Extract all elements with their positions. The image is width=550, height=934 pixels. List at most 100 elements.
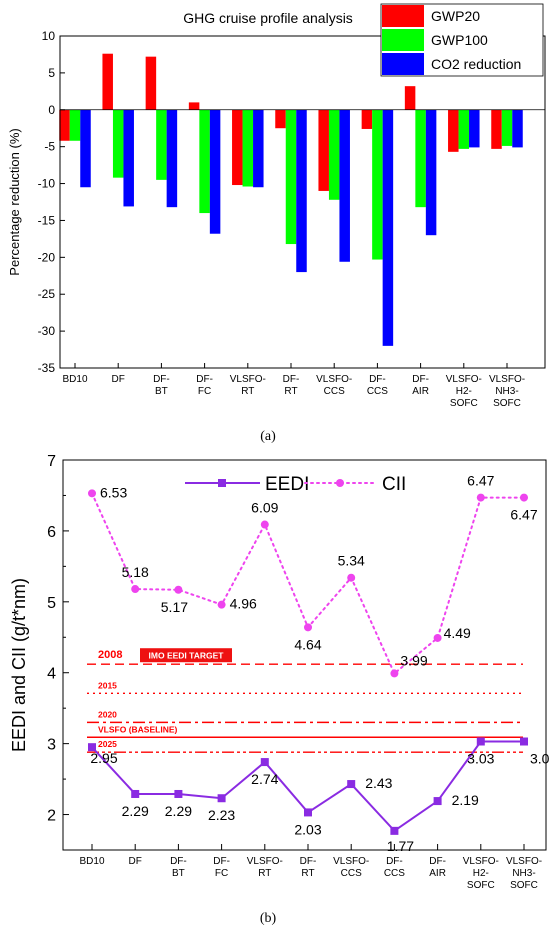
bar-co2-reduction-df-air [425,109,437,236]
chart-a-x-tick-label: DF- [412,374,429,385]
chart-b-x-tick-label: DF- [213,856,230,867]
bar-gwp100-bd10 [69,109,81,141]
data-label-cii-7: 3.99 [400,652,427,668]
chart-b-x-tick-label: BD10 [79,856,104,867]
marker-eedi-10 [520,737,528,746]
chart-a-y-tick-label: -15 [38,213,56,227]
chart-a-frame [59,35,546,369]
chart-b-x-tick-label: CCS [384,868,405,879]
caption-b: (b) [260,911,277,926]
chart-a-y-tick-label: -35 [38,361,56,375]
chart-b-legend: EEDI CII [185,474,406,495]
bar-co2-reduction-df-ccs [382,109,394,346]
marker-eedi-4 [260,758,269,767]
chart-b-x-tick-label: VLSFO- [506,856,542,867]
chart-b-x-tick-label: FC [215,868,228,879]
annotation-text: IMO EEDI TARGET [149,651,225,661]
legend-label-gwp100: GWP100 [431,32,488,48]
chart-b-frame [62,459,547,851]
bar-gwp100-vlsfo-rt [242,109,254,187]
legend-swatch-gwp100 [382,29,424,51]
chart-b-y-tick-label: 5 [47,595,56,612]
chart-a-x-tick-label: BT [155,386,168,397]
chart-a-x-tick-label: FC [198,386,211,397]
data-label-cii-3: 4.96 [230,596,257,612]
bar-gwp20-bd10 [59,109,70,141]
marker-cii-9 [476,493,485,502]
bar-gwp100-df-fc [199,109,210,214]
reference-line-label-2020: 2020 [98,709,117,719]
data-label-eedi-4: 2.74 [251,771,278,787]
chart-b-x-tick-label: VLSFO- [333,856,369,867]
chart-b-reference-lines: 2008 2015 2020 VLSFO (BASELINE) 2025 IMO EEDI… [87,648,523,753]
marker-eedi-5 [304,808,312,817]
chart-a-x-tick-label: DF- [196,374,213,385]
chart-b-x-tick-label: NH3- [512,868,535,879]
chart-a-y-tick-label: -25 [38,287,56,301]
data-label-eedi-3: 2.23 [208,807,235,823]
bar-gwp100-df [112,109,124,178]
data-label-cii-4: 6.09 [251,500,278,516]
legend-swatch-gwp20 [382,5,424,27]
marker-cii-8 [433,633,442,642]
data-label-cii-0: 6.53 [100,484,127,500]
marker-cii-5 [304,623,312,632]
annotation-box [140,648,232,663]
chart-b-x-tick-label: BT [172,868,185,879]
bar-co2-reduction-vlsfo-rt [253,109,264,188]
chart-b-x-tick-label: SOFC [467,880,495,891]
chart-a-x-tick-label: DF- [153,374,170,385]
bar-gwp100-vlsfo-nh3-sofc [501,109,513,146]
chart-b-x-tick-label: CCS [341,868,362,879]
chart-b-x-tick-label: VLSFO- [463,856,499,867]
chart-a-x-tick-label: NH3- [495,386,518,397]
marker-eedi-6 [347,780,356,789]
reference-line-label-2015: 2015 [98,680,117,690]
chart-b-x-tick-label: VLSFO- [247,856,283,867]
reference-line-label-2008: 2008 [98,649,122,661]
data-label-cii-9: 6.47 [467,473,494,489]
marker-eedi-7 [390,826,399,835]
bar-gwp20-df-air [404,86,416,110]
reference-line-label-vlsfo-baseline: VLSFO (BASELINE) [98,724,178,734]
chart-a-x-tick-label: SOFC [450,398,478,409]
chart-a-y-tick-label: 0 [48,103,55,117]
chart-b-x-tick-label: DF [129,856,142,867]
data-label-eedi-10: 3.03 [530,751,550,767]
data-label-eedi-1: 2.29 [122,803,149,819]
marker-cii-6 [347,573,356,582]
caption-a: (a) [260,429,276,444]
legend-marker-eedi [218,479,226,487]
chart-b-y-tick-label: 7 [47,453,56,470]
chart-a-x-tick-label: VLSFO- [446,374,482,385]
chart-b: EEDI and CII (g/t*nm) 2008 2015 2020 VLSFO … [9,453,550,891]
data-label-cii-5: 4.64 [294,636,321,652]
chart-b-x-tick-label: DF- [386,856,403,867]
bar-co2-reduction-vlsfo-ccs [339,109,350,262]
chart-a-x-tick-label: CCS [324,386,345,397]
chart-a-x-tick-label: SOFC [493,398,521,409]
legend-swatch-co2-reduction [382,53,424,75]
data-label-eedi-0: 2.95 [90,750,117,766]
bar-gwp100-vlsfo-ccs [328,109,340,200]
data-label-eedi-2: 2.29 [165,803,192,819]
bar-co2-reduction-vlsfo-nh3-sofc [512,109,523,148]
reference-line-label-2025: 2025 [98,739,117,749]
chart-b-x-tick-label: DF- [300,856,317,867]
chart-a-x-tick-label: RT [284,386,297,397]
legend-label-eedi: EEDI [265,474,309,495]
marker-cii-7 [390,669,399,678]
chart-b-x-tick-label: DF- [170,856,187,867]
bar-co2-reduction-df-bt [166,109,178,208]
bar-gwp100-vlsfo-h2-sofc [458,109,470,149]
bar-gwp100-df-bt [156,109,167,180]
marker-eedi-3 [217,794,226,803]
data-label-eedi-8: 2.19 [452,792,479,808]
bar-co2-reduction-df-rt [296,109,307,273]
chart-b-x-tick-label: AIR [429,868,446,879]
bar-co2-reduction-vlsfo-h2-sofc [469,109,480,148]
bar-co2-reduction-df [123,109,134,207]
data-label-cii-2: 5.17 [161,599,188,615]
